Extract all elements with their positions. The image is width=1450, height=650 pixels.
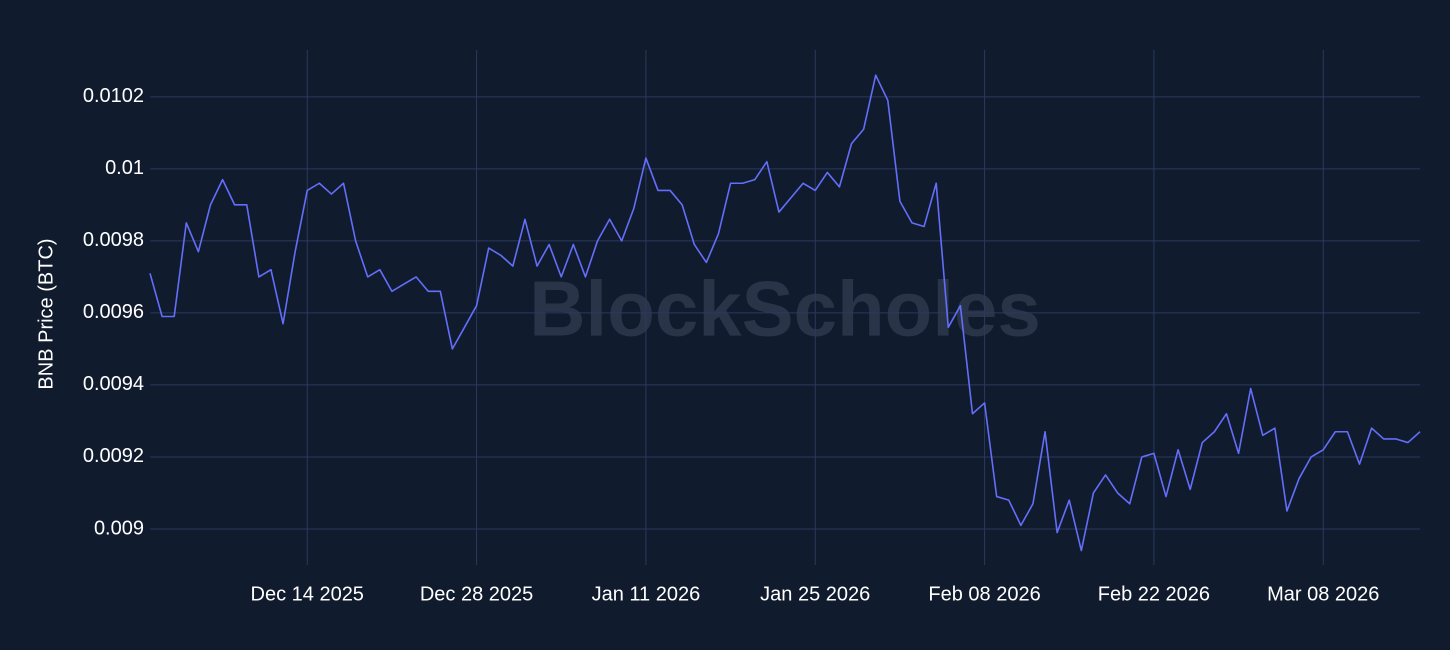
x-tick-label: Jan 25 2026 [760, 583, 870, 605]
y-tick-label: 0.009 [94, 517, 144, 539]
y-tick-label: 0.0098 [83, 229, 144, 251]
price-line [149, 74, 1421, 552]
x-tick-label: Dec 28 2025 [420, 583, 533, 605]
y-tick-label: 0.01 [105, 157, 144, 179]
x-tick-label: Feb 08 2026 [928, 583, 1040, 605]
y-tick-label: 0.0094 [83, 373, 144, 395]
y-axis-title: BNB Price (BTC) [35, 238, 57, 389]
x-tick-label: Dec 14 2025 [251, 583, 364, 605]
x-tick-label: Jan 11 2026 [592, 583, 701, 605]
x-tick-label: Mar 08 2026 [1267, 583, 1379, 605]
x-tick-label: Feb 22 2026 [1098, 583, 1210, 605]
watermark: BlockScholes [529, 265, 1041, 353]
y-tick-label: 0.0096 [83, 301, 144, 323]
y-tick-label: 0.0102 [83, 85, 144, 107]
y-tick-label: 0.0092 [83, 445, 144, 467]
